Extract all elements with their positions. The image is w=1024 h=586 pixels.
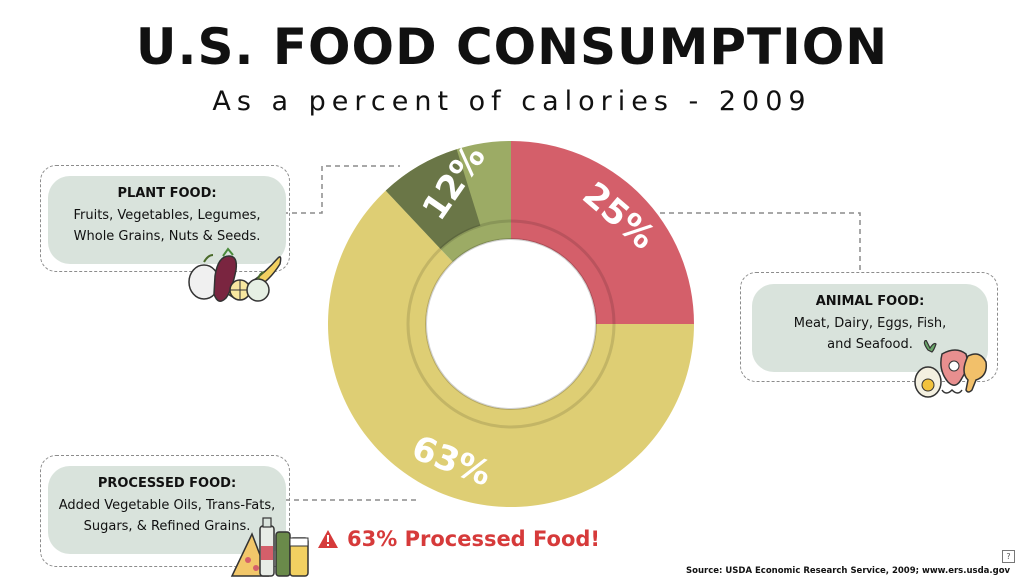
donut-hole (425, 238, 597, 410)
processed-food-line1: Added Vegetable Oils, Trans-Fats, (58, 498, 276, 513)
donut-slices (327, 141, 694, 507)
animal-food-line1: Meat, Dairy, Eggs, Fish, (793, 316, 947, 331)
plant-food-line2: Whole Grains, Nuts & Seeds. (73, 229, 261, 244)
processed-food-heading: PROCESSED FOOD: (97, 476, 237, 491)
processed-food-icon (230, 517, 309, 577)
warning-callout: 63% Processed Food! (317, 527, 600, 551)
animal-food-dashed-frame (740, 272, 998, 382)
slice-shade-plant-food (385, 149, 481, 249)
plant-food-icon (188, 247, 282, 302)
animal-food-icon (914, 340, 988, 398)
warning-text: 63% Processed Food! (347, 527, 600, 551)
processed-food-dashed-frame (40, 455, 290, 567)
plant-food-dashed-frame (40, 165, 290, 272)
animal-food-line2: and Seafood. (827, 337, 913, 352)
plant-food-line1: Fruits, Vegetables, Legumes, (73, 208, 261, 223)
page-subtitle: As a percent of calories - 2009 (212, 86, 812, 117)
donut-inner-ring (406, 219, 616, 429)
processed-food-line2: Sugars, & Refined Grains. (83, 519, 251, 534)
slice-processed-food (327, 190, 694, 507)
animal-food-heading: ANIMAL FOOD: (815, 294, 925, 309)
warning-icon (318, 530, 338, 548)
connector-lines (283, 165, 861, 501)
source-note: Source: USDA Economic Research Service, … (686, 566, 1011, 576)
help-icon[interactable]: ? (1002, 550, 1015, 563)
processed-food-box: PROCESSED FOOD: Added Vegetable Oils, Tr… (48, 466, 286, 554)
slice-animal-food (511, 141, 694, 324)
plant-food-box: PLANT FOOD: Fruits, Vegetables, Legumes,… (48, 176, 286, 264)
page-title: U.S. FOOD CONSUMPTION (135, 18, 889, 76)
plant-food-heading: PLANT FOOD: (117, 186, 217, 201)
